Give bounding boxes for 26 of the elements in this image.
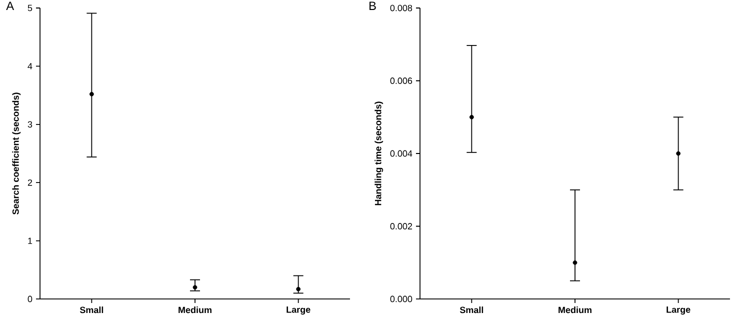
x-tick-label: Large bbox=[286, 306, 310, 315]
x-tick-label: Medium bbox=[178, 306, 212, 314]
point bbox=[296, 286, 301, 292]
point bbox=[469, 114, 474, 120]
point bbox=[89, 92, 94, 96]
text: A bbox=[6, 2, 14, 10]
x-tick-label: Small bbox=[460, 306, 484, 314]
y-tick-label: 2 bbox=[28, 179, 32, 186]
point bbox=[676, 151, 681, 156]
y-axis-title: Search coefficient (seconds) bbox=[12, 92, 21, 214]
x-tick-label: Large bbox=[666, 306, 690, 315]
x-tick-label: Medium bbox=[558, 306, 592, 314]
y-axis-title: Handling time (seconds) bbox=[374, 102, 384, 206]
y-tick-label: 0.000 bbox=[390, 296, 412, 302]
y-tick-label: 0.008 bbox=[390, 4, 412, 12]
y-tick-label: 5 bbox=[28, 4, 32, 12]
y-tick-label: 0.006 bbox=[390, 78, 412, 84]
y-tick-label: 0 bbox=[28, 296, 32, 302]
y-tick-label: 4 bbox=[28, 63, 32, 70]
y-tick-label: 1 bbox=[28, 238, 32, 244]
x-tick-label: Small bbox=[80, 306, 104, 314]
y-tick-label: 0.004 bbox=[390, 150, 412, 157]
y-tick-label: 0.002 bbox=[390, 223, 412, 230]
y-tick-label: 3 bbox=[28, 121, 32, 128]
point bbox=[572, 260, 578, 265]
text: B bbox=[370, 2, 376, 10]
